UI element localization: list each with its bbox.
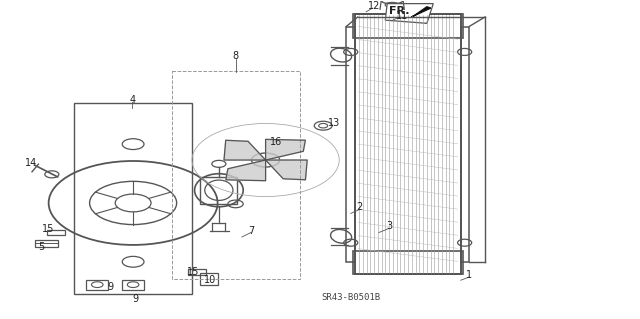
Text: 8: 8: [232, 51, 239, 61]
Text: 2: 2: [356, 202, 363, 212]
Text: 5: 5: [38, 242, 45, 252]
Text: 1: 1: [466, 270, 472, 280]
Bar: [188, 269, 206, 275]
Text: 16: 16: [270, 137, 283, 147]
Bar: [86, 280, 108, 290]
Bar: [346, 26, 355, 262]
Text: SR43-B0501B: SR43-B0501B: [321, 293, 380, 302]
Polygon shape: [224, 140, 266, 160]
Bar: [47, 230, 65, 235]
Bar: [35, 240, 58, 247]
Text: FR.: FR.: [389, 6, 410, 16]
Text: 12: 12: [368, 1, 381, 11]
Text: 14: 14: [24, 158, 37, 167]
Text: 10: 10: [204, 275, 216, 285]
Bar: [461, 26, 469, 262]
Polygon shape: [266, 139, 305, 160]
Bar: [122, 280, 144, 290]
Text: 15: 15: [42, 224, 54, 234]
Text: 9: 9: [132, 294, 139, 304]
Text: 15: 15: [187, 267, 200, 277]
Bar: [200, 177, 237, 204]
Bar: [355, 14, 461, 274]
Text: 7: 7: [248, 226, 254, 236]
Bar: [353, 14, 463, 38]
Bar: [200, 273, 218, 285]
Bar: [74, 103, 192, 293]
Polygon shape: [412, 7, 431, 17]
Text: 13: 13: [328, 118, 340, 129]
Text: 11: 11: [396, 11, 408, 21]
Bar: [353, 251, 463, 274]
Polygon shape: [266, 160, 307, 180]
Polygon shape: [226, 160, 266, 181]
Text: 3: 3: [386, 221, 392, 231]
Text: 9: 9: [107, 282, 113, 292]
Text: 4: 4: [129, 95, 136, 105]
Polygon shape: [385, 4, 433, 23]
